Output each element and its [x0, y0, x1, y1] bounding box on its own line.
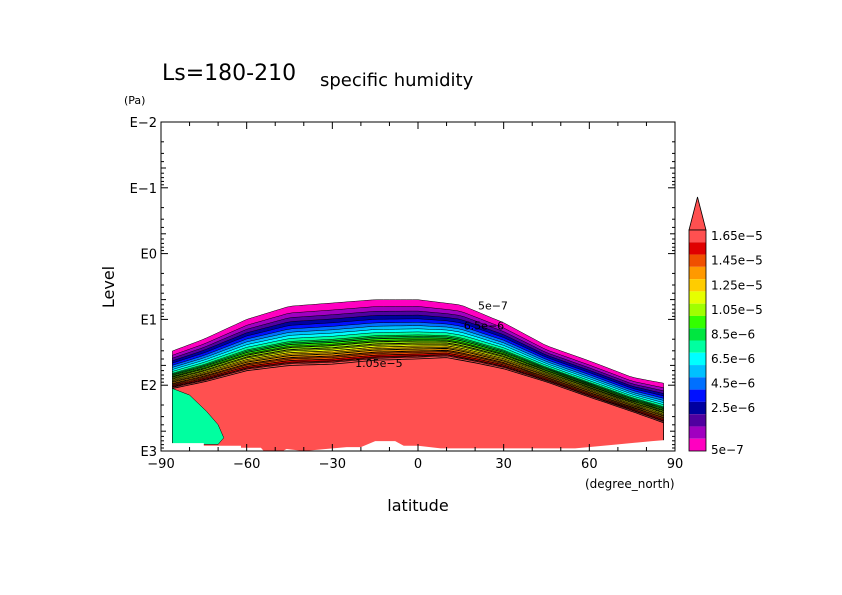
x-tick-label: 0	[414, 457, 422, 472]
contour-line	[172, 340, 664, 412]
chart-title: Ls=180-210	[162, 61, 296, 86]
chart-subtitle: specific humidity	[320, 70, 474, 91]
contour-label: 5e−7	[478, 300, 508, 313]
colorbar-swatch	[689, 414, 706, 427]
x-tick-label: 90	[667, 457, 684, 472]
y-axis-unit: (Pa)	[124, 94, 145, 107]
topography-mask	[282, 439, 675, 451]
plot-area: 5e−7 6.5e−6 1.05e−5	[161, 299, 675, 451]
y-tick-label: E2	[141, 379, 158, 394]
colorbar-swatch	[689, 315, 706, 329]
colorbar-label: 1.45e−5	[711, 254, 763, 268]
x-axis-label: latitude	[387, 496, 448, 515]
colorbar-swatch	[689, 291, 706, 304]
y-tick-label: E1	[141, 313, 158, 328]
colorbar-swatch	[689, 242, 706, 255]
colorbar-label: 1.25e−5	[711, 278, 763, 292]
colorbar-swatch	[689, 303, 706, 316]
colorbar-label: 4.5e−6	[711, 376, 755, 390]
contour-label: 1.05e−5	[355, 357, 402, 370]
colorbar-swatch	[689, 352, 706, 366]
contour-line	[172, 351, 664, 419]
contour-line	[172, 337, 664, 410]
contour-label: 6.5e−6	[464, 319, 504, 332]
colorbar-label: 1.65e−5	[711, 229, 763, 243]
colorbar-swatch	[689, 254, 706, 267]
x-tick-label: −60	[233, 457, 260, 472]
colorbar-swatch	[689, 365, 706, 378]
y-tick-label: E0	[141, 248, 158, 263]
y-axis-label: Level	[99, 266, 118, 308]
contour-line	[172, 352, 664, 420]
colorbar-swatch	[689, 266, 706, 280]
contour-line	[172, 342, 664, 413]
contour-line	[172, 355, 664, 422]
topography-mask	[161, 443, 264, 451]
y-tick-label: E3	[141, 445, 158, 460]
contour-line	[172, 346, 664, 416]
x-tick-label: −30	[319, 457, 346, 472]
colorbar-swatch	[689, 389, 706, 402]
contour-line	[172, 349, 664, 418]
x-axis-unit: (degree_north)	[585, 477, 675, 491]
colorbar-swatch	[689, 328, 706, 341]
colorbar: 1.65e−5 1.45e−5 1.25e−5 1.05e−5 8.5e−6 6.5e−6…	[688, 196, 763, 457]
colorbar-extend-arrow	[688, 196, 707, 231]
saturated-region	[172, 357, 664, 451]
colorbar-swatch	[689, 377, 706, 390]
x-tick-label: 60	[581, 457, 598, 472]
colorbar-swatch	[689, 279, 706, 292]
contour-line	[172, 336, 664, 408]
contour-line	[172, 348, 664, 417]
colorbar-label: 6.5e−6	[711, 352, 755, 366]
colorbar-frame	[688, 229, 707, 452]
x-tick-label: −90	[147, 457, 174, 472]
colorbar-swatch	[689, 340, 706, 353]
x-tick-label: 30	[495, 457, 512, 472]
colorbar-swatch	[689, 438, 706, 451]
colorbar-swatch	[689, 426, 706, 439]
colorbar-label: 5e−7	[711, 443, 744, 457]
colorbar-label: 1.05e−5	[711, 303, 763, 317]
contour-line	[172, 345, 664, 415]
x-axis: −90 −60 −30 0 30 60 90	[147, 122, 683, 472]
contour-line	[172, 354, 664, 421]
colorbar-label: 2.5e−6	[711, 401, 755, 415]
colorbar-swatch	[689, 230, 706, 243]
contour-line	[172, 343, 664, 414]
y-tick-label: E−1	[130, 182, 157, 197]
colorbar-label: 8.5e−6	[711, 327, 755, 341]
y-tick-label: E−2	[130, 116, 157, 131]
contour-line	[172, 339, 664, 411]
y-axis: E−2 E−1 E0 E1 E2 E3	[130, 116, 675, 460]
colorbar-swatch	[689, 401, 706, 415]
